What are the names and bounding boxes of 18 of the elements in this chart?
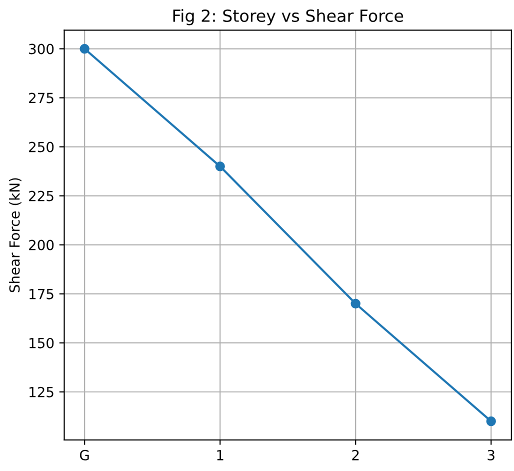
point <box>486 416 496 426</box>
y-tick-label: 200 <box>29 240 54 250</box>
y-tick-label: 125 <box>30 386 54 398</box>
chart-title: Fig 2: Storey vs Shear Force <box>173 9 404 26</box>
point <box>215 162 225 172</box>
x-tick-label: 1 <box>217 450 224 460</box>
y-tick-label: 150 <box>30 338 54 348</box>
x-tick-label: 2 <box>352 450 359 460</box>
y-axis-title: Shear Force (kN) <box>9 178 22 292</box>
x-tick-label: 3 <box>488 450 494 460</box>
y-tick-label: 175 <box>30 289 54 300</box>
y-tick-label: 300 <box>29 44 54 54</box>
point <box>80 44 90 54</box>
y-tick-label: 250 <box>29 142 54 152</box>
y-tick-label: 275 <box>29 92 54 104</box>
x-tick-label: G <box>80 450 89 460</box>
point <box>350 298 360 309</box>
y-tick-label: 225 <box>29 190 54 202</box>
